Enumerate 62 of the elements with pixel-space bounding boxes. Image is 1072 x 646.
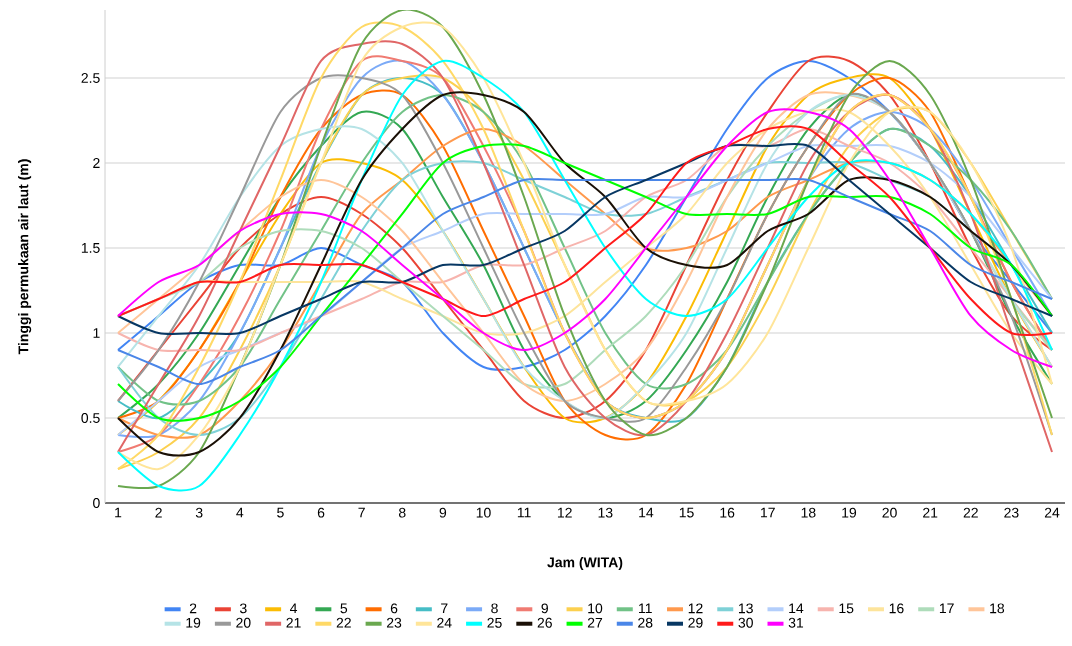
x-tick-label: 12 <box>557 507 572 518</box>
legend-label: 20 <box>236 617 251 628</box>
x-tick-label: 14 <box>639 507 654 518</box>
y-tick-label: 1.5 <box>81 243 100 253</box>
legend-label: 13 <box>738 603 753 614</box>
legend-label: 22 <box>336 617 351 628</box>
y-axis-title: Tinggi permukaan air laut (m) <box>18 159 32 355</box>
x-tick-label: 17 <box>761 507 775 518</box>
x-tick-label: 10 <box>476 507 491 518</box>
legend-label: 3 <box>239 603 247 614</box>
legend-label: 4 <box>289 603 298 614</box>
x-tick-label: 24 <box>1044 507 1060 518</box>
legend-label: 24 <box>437 617 452 628</box>
x-tick-label: 8 <box>398 507 406 518</box>
legend-label: 2 <box>189 603 197 614</box>
y-tick-label: 0 <box>93 498 100 508</box>
x-tick-label: 23 <box>1004 507 1019 518</box>
legend-label: 26 <box>537 617 552 628</box>
x-tick-label: 7 <box>358 507 365 518</box>
legend-label: 31 <box>788 617 804 628</box>
x-tick-label: 11 <box>517 507 531 518</box>
x-axis-title: Jam (WITA) <box>547 557 623 571</box>
legend-label: 27 <box>587 617 603 628</box>
legend-label: 14 <box>789 603 804 614</box>
legend-label: 21 <box>286 617 301 628</box>
legend-label: 28 <box>638 617 653 628</box>
legend-label: 10 <box>588 603 603 614</box>
x-tick-label: 20 <box>882 507 897 518</box>
x-tick-label: 6 <box>317 507 325 518</box>
legend-label: 30 <box>738 617 753 628</box>
x-tick-label: 2 <box>155 507 162 518</box>
legend-label: 7 <box>441 603 448 614</box>
legend-label: 25 <box>487 617 502 628</box>
x-tick-label: 4 <box>236 507 244 518</box>
y-tick-label: 2 <box>93 158 100 168</box>
x-tick-label: 5 <box>277 507 284 518</box>
x-tick-label: 18 <box>801 507 816 518</box>
legend-label: 17 <box>939 603 954 614</box>
y-tick-label: 1 <box>93 328 100 338</box>
legend-label: 18 <box>990 603 1005 614</box>
x-tick-label: 21 <box>923 507 938 518</box>
x-tick-label: 16 <box>720 507 735 518</box>
legend-label: 11 <box>639 603 652 614</box>
legend-label: 19 <box>186 617 201 628</box>
x-tick-label: 13 <box>598 507 613 518</box>
legend-label: 9 <box>541 603 548 614</box>
x-tick-label: 1 <box>115 507 122 518</box>
y-tick-label: 2.5 <box>81 73 100 83</box>
legend-label: 15 <box>839 603 854 614</box>
x-tick-label: 22 <box>963 507 978 518</box>
legend-label: 6 <box>390 603 398 614</box>
x-tick-label: 9 <box>439 507 447 518</box>
legend-label: 16 <box>889 603 904 614</box>
legend-label: 5 <box>340 603 348 614</box>
legend-label: 12 <box>688 603 703 614</box>
y-tick-label: 0.5 <box>81 413 100 423</box>
legend-label: 8 <box>491 603 498 614</box>
legend-label: 23 <box>386 617 402 628</box>
x-tick-label: 15 <box>679 507 694 518</box>
legend-label: 29 <box>688 617 703 628</box>
x-tick-label: 19 <box>842 507 857 518</box>
x-tick-label: 3 <box>195 507 203 518</box>
